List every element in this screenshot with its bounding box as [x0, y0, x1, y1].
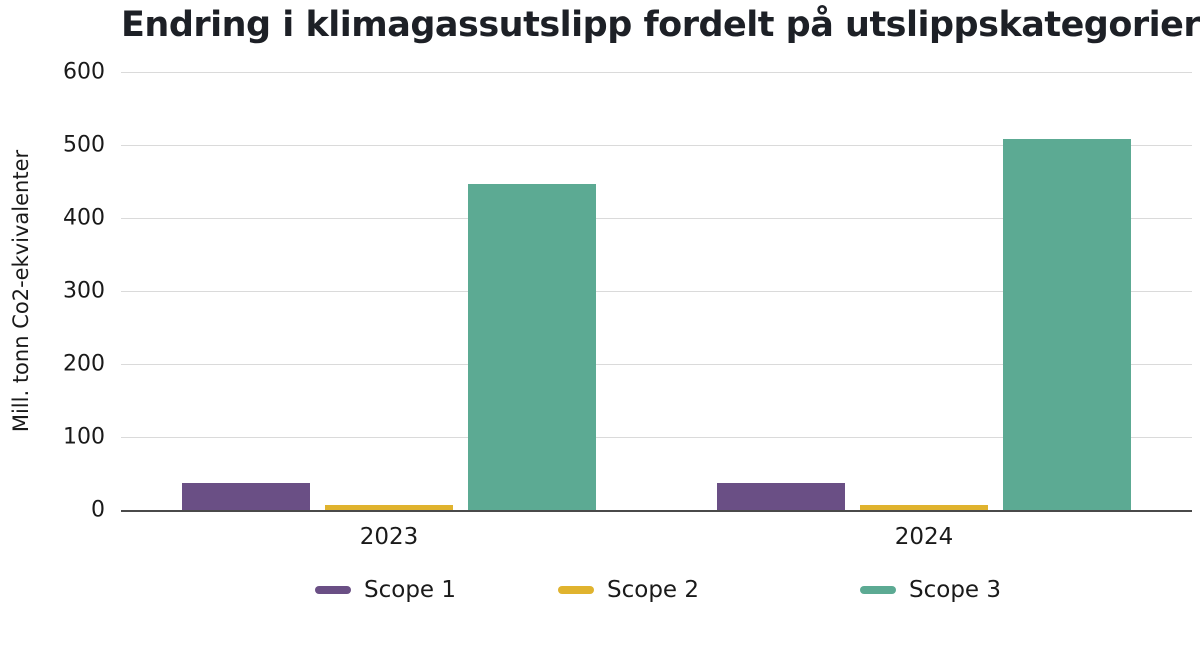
- legend-label-scope-2: Scope 2: [607, 577, 700, 603]
- legend-marker-scope-3: [860, 586, 896, 594]
- bar-scope-3-2024[interactable]: [1003, 139, 1131, 510]
- legend-item-scope-2[interactable]: Scope 2: [558, 576, 699, 604]
- bar-scope-1-2023[interactable]: [182, 483, 310, 510]
- x-axis-tick-labels: 2023 2024: [121, 524, 1192, 554]
- gridline-400: [121, 218, 1192, 219]
- gridline-300: [121, 291, 1192, 292]
- gridline-600: [121, 72, 1192, 73]
- bar-scope-2-2023[interactable]: [325, 505, 453, 510]
- y-tick-label-0: 0: [91, 497, 105, 523]
- gridline-100: [121, 437, 1192, 438]
- y-tick-label-500: 500: [63, 132, 105, 158]
- y-tick-label-100: 100: [63, 424, 105, 450]
- y-tick-label-600: 600: [63, 59, 105, 85]
- x-tick-label-2024: 2024: [894, 524, 954, 550]
- bar-scope-2-2024[interactable]: [860, 505, 988, 510]
- y-tick-label-400: 400: [63, 205, 105, 231]
- y-tick-label-200: 200: [63, 351, 105, 377]
- gridline-200: [121, 364, 1192, 365]
- bar-scope-1-2024[interactable]: [717, 483, 845, 510]
- y-tick-label-300: 300: [63, 278, 105, 304]
- gridline-500: [121, 145, 1192, 146]
- plot-area: [121, 72, 1192, 512]
- legend-label-scope-3: Scope 3: [909, 577, 1002, 603]
- x-tick-label-2023: 2023: [359, 524, 419, 550]
- legend-label-scope-1: Scope 1: [364, 577, 457, 603]
- chart-title: Endring i klimagassutslipp fordelt på ut…: [121, 5, 1200, 45]
- legend-item-scope-3[interactable]: Scope 3: [860, 576, 1001, 604]
- legend-marker-scope-1: [315, 586, 351, 594]
- y-axis-tick-labels: 0 100 200 300 400 500 600: [0, 60, 105, 523]
- legend-item-scope-1[interactable]: Scope 1: [315, 576, 456, 604]
- legend-marker-scope-2: [558, 586, 594, 594]
- bar-scope-3-2023[interactable]: [468, 184, 596, 510]
